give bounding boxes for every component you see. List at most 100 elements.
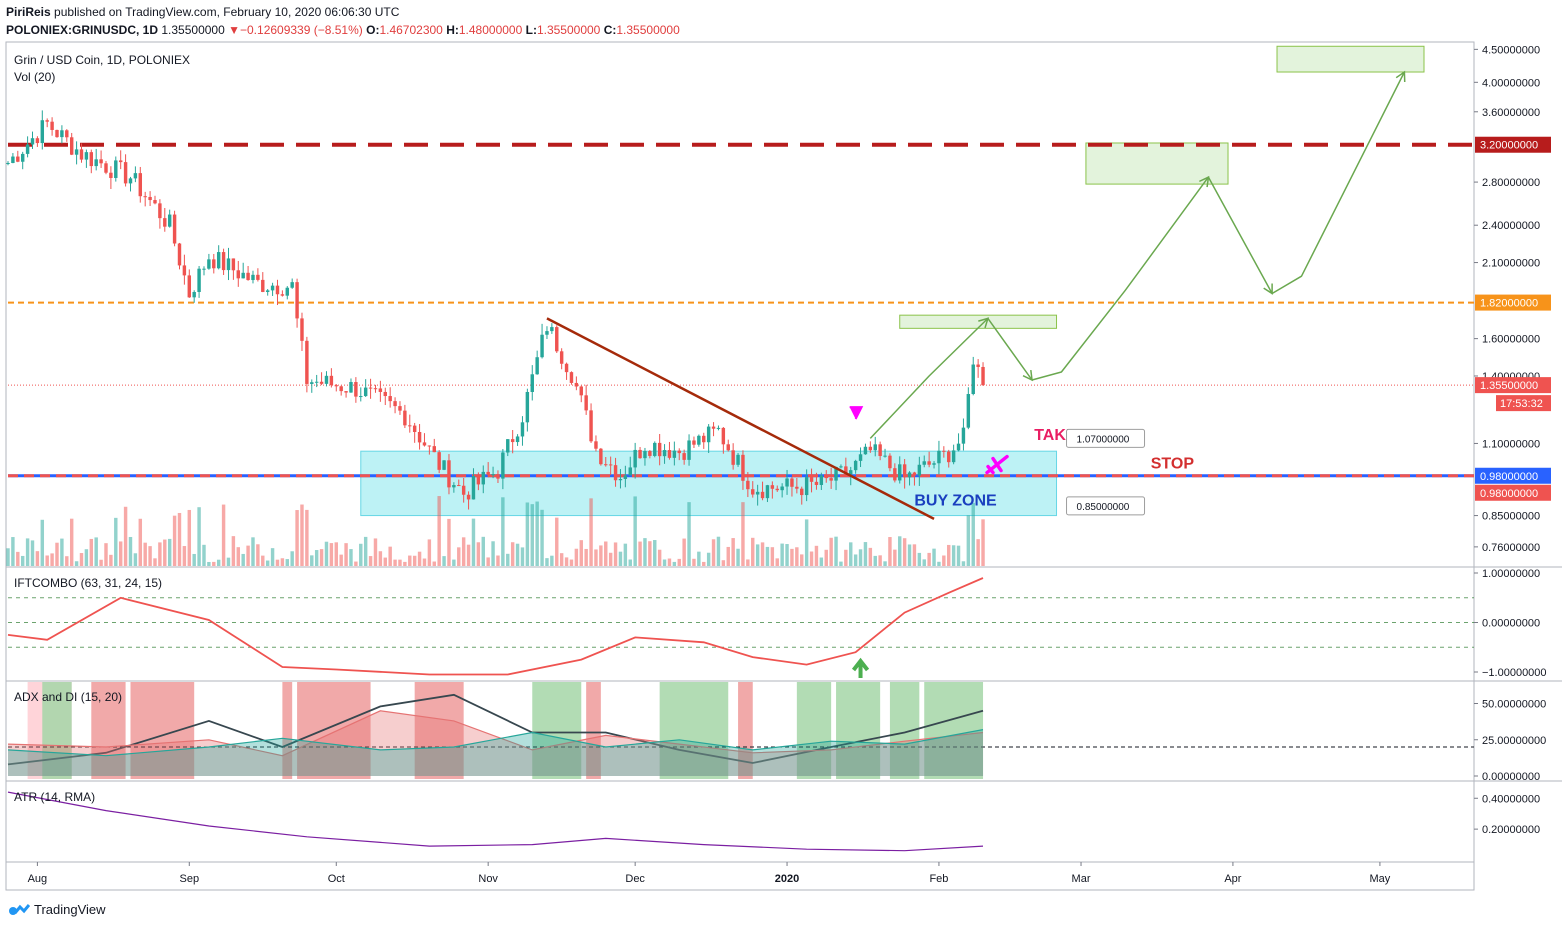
volume-group [6, 496, 985, 566]
candle-body [138, 173, 143, 197]
volume-bar [422, 558, 427, 566]
volume-bar [731, 538, 735, 566]
price-tick-label: 2.40000000 [1482, 220, 1540, 232]
volume-bar [329, 543, 334, 566]
candle-body [310, 382, 314, 384]
volume-bar [202, 544, 206, 566]
volume-bar [510, 542, 515, 566]
volume-bar [319, 549, 324, 566]
volume-bar [60, 538, 64, 566]
candle-body [148, 196, 152, 201]
time-tick-label: Aug [28, 873, 48, 885]
candle-body [295, 282, 299, 319]
volume-bar [192, 553, 196, 566]
volume-bar [496, 555, 500, 566]
volume-bar [447, 518, 451, 566]
volume-bar [863, 542, 868, 566]
price-tick-label: 4.50000000 [1482, 44, 1540, 56]
volume-bar [604, 541, 608, 566]
time-tick-label: Nov [478, 873, 498, 885]
candle-body [677, 450, 681, 454]
volume-bar [123, 506, 128, 566]
price-tick-label: 2.10000000 [1482, 258, 1540, 270]
candle-body [574, 382, 579, 387]
volume-bar [584, 548, 588, 566]
candle-body [359, 396, 363, 398]
candle-body [844, 466, 848, 475]
volume-bar [545, 558, 549, 566]
candle-body [408, 425, 412, 427]
candle-body [883, 455, 887, 457]
volume-bar [907, 544, 912, 566]
candle-body [736, 454, 740, 465]
candle-body [942, 450, 946, 452]
volume-bar [359, 543, 363, 566]
volume-bar [118, 541, 123, 566]
tradingview-brand: TradingView [8, 902, 106, 917]
candle-body [427, 445, 432, 447]
volume-bar [104, 543, 108, 566]
candle-body [442, 460, 446, 470]
candle-body [525, 391, 530, 423]
volume-bar [819, 557, 824, 566]
price-tick-label: 4.00000000 [1482, 77, 1540, 89]
volume-bar [804, 519, 809, 566]
callout-top-label: 1.07000000 [1077, 434, 1130, 445]
volume-bar [212, 561, 216, 566]
candle-body [780, 486, 784, 491]
projection-path [869, 71, 1406, 439]
candle-body [520, 422, 525, 437]
volume-bar [530, 504, 534, 566]
atr-title: ATR (14, RMA) [14, 790, 95, 804]
tradingview-logo-icon [9, 903, 30, 915]
candle-body [422, 442, 427, 446]
volume-bar [373, 538, 378, 566]
candle-body [270, 285, 275, 291]
candle-body [172, 214, 177, 244]
candle-body [971, 364, 975, 395]
volume-bar [888, 537, 892, 566]
projection-arrowhead [1022, 369, 1033, 382]
candle-body [804, 477, 809, 496]
volume-bar [452, 559, 456, 566]
candle-body [398, 406, 402, 411]
candle-body [545, 331, 549, 335]
candle-body [94, 159, 98, 167]
volume-bar [702, 561, 706, 566]
candle-body [608, 464, 613, 466]
volume-bar [706, 552, 711, 566]
volume-bar [133, 553, 138, 566]
resistance-price-label: 3.20000000 [1480, 140, 1538, 152]
candle-body [50, 121, 54, 130]
volume-bar [844, 549, 848, 566]
candle-body [721, 427, 726, 445]
adx-tick-label: 0.00000000 [1482, 771, 1540, 783]
candle-body [403, 410, 407, 426]
volume-bar [158, 542, 162, 566]
volume-bar [143, 542, 147, 566]
candle-body [711, 426, 716, 429]
volume-bar [363, 536, 368, 566]
candle-body [667, 450, 672, 458]
projection-arrowhead [1395, 70, 1406, 83]
volume-bar [314, 550, 319, 566]
candle-body [716, 427, 721, 429]
candle-body [25, 144, 30, 154]
volume-bar [481, 536, 485, 566]
brand-text: TradingView [34, 902, 106, 917]
volume-bar [295, 510, 299, 566]
projection-arrowhead [1263, 283, 1273, 295]
candle-body [305, 340, 309, 384]
candle-body [951, 450, 956, 463]
volume-bar [236, 547, 240, 566]
time-tick-label: Sep [179, 873, 199, 885]
candle-body [461, 485, 466, 495]
volume-bar [942, 555, 946, 566]
volume-bar [50, 553, 54, 566]
volume-bar [251, 537, 255, 566]
candle-body [726, 444, 730, 451]
ift-line [7, 577, 984, 676]
candle-body [216, 252, 221, 269]
adx-band [42, 682, 72, 779]
